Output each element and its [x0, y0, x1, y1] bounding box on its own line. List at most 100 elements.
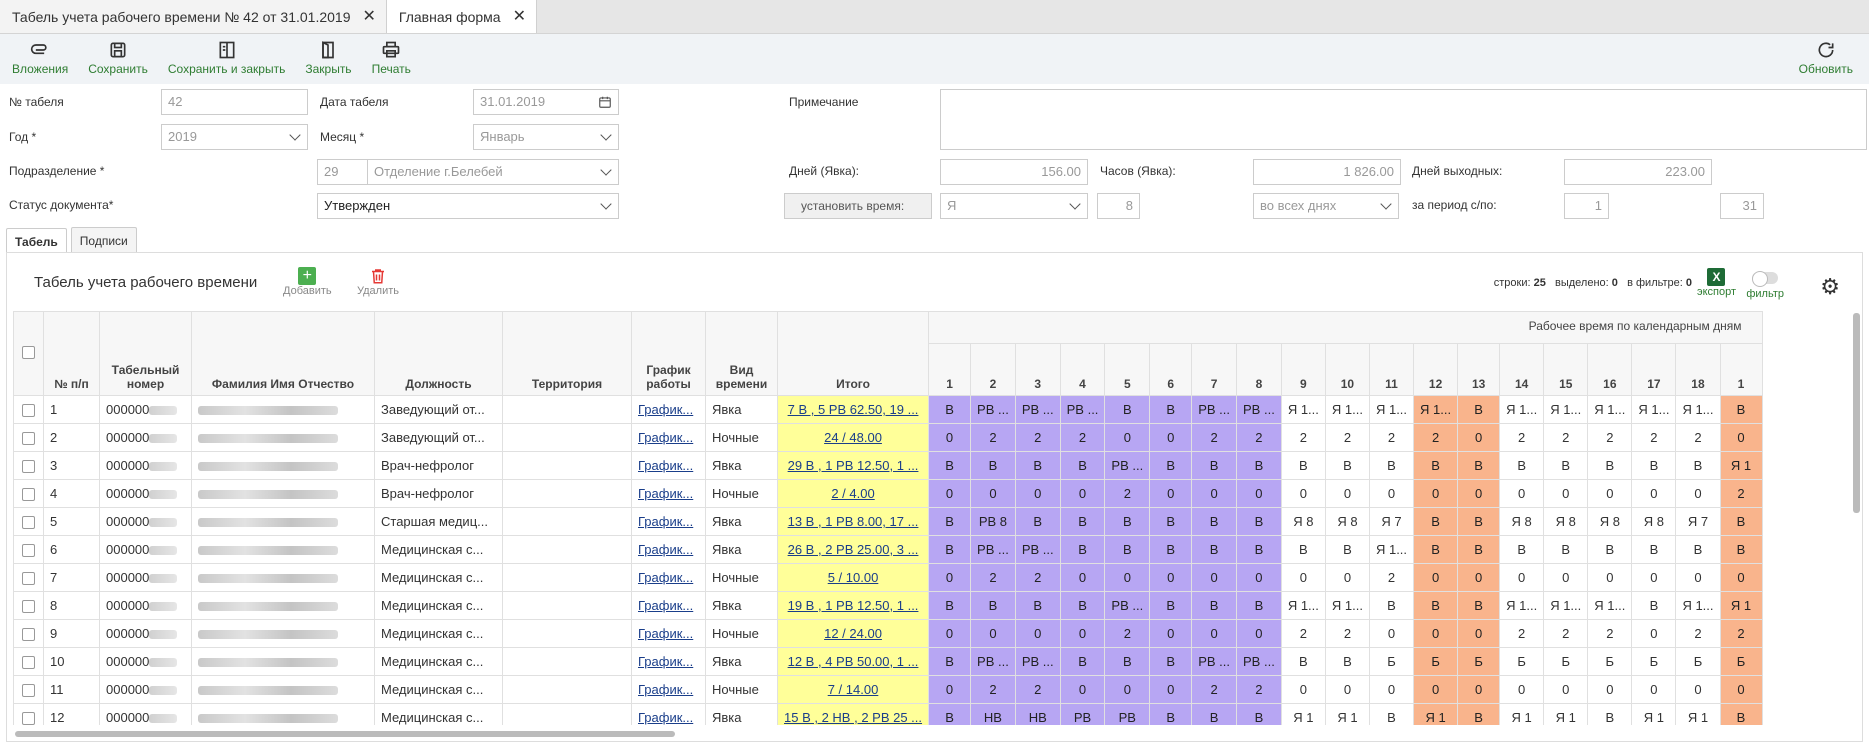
day-cell[interactable]: 2 [1059, 423, 1106, 452]
schedule-link[interactable]: График... [638, 598, 694, 613]
table-row[interactable]: 12 000000 Медицинская с... График... Явка 15 … [13, 703, 1763, 725]
day-cell[interactable]: 2 [1499, 619, 1545, 648]
close-icon[interactable]: ✕ [512, 7, 526, 25]
day-cell[interactable]: В [1149, 647, 1193, 676]
day-cell[interactable]: 2 [1014, 563, 1061, 592]
row-checkbox[interactable] [22, 460, 35, 474]
day-cell[interactable]: Я 8 [1324, 507, 1370, 536]
add-button[interactable]: + Добавить [283, 267, 332, 297]
col-np[interactable]: № п/п [43, 311, 100, 396]
day-cell[interactable]: 0 [1191, 479, 1238, 508]
day-cell[interactable]: В [1059, 535, 1106, 564]
col-day[interactable]: 15 [1543, 343, 1589, 396]
day-cell[interactable]: 0 [1499, 675, 1545, 704]
day-cell[interactable]: Я 1 [1543, 703, 1589, 725]
day-cell[interactable]: Я 8 [1543, 507, 1589, 536]
table-row[interactable]: 1 000000 Заведующий от... График... Явка 7 В … [13, 395, 1763, 424]
time-scope-select[interactable]: во всех днях [1253, 193, 1399, 219]
day-cell[interactable]: В [1543, 451, 1589, 480]
day-cell[interactable]: В [1457, 535, 1501, 564]
col-day[interactable]: 18 [1675, 343, 1721, 396]
row-checkbox[interactable] [22, 572, 35, 586]
day-cell[interactable]: В [1499, 535, 1545, 564]
day-cell[interactable]: Я 8 [1499, 507, 1545, 536]
day-cell[interactable]: 0 [1543, 479, 1589, 508]
day-cell[interactable]: В [1236, 507, 1282, 536]
day-cell[interactable]: 2 [1236, 675, 1282, 704]
day-cell[interactable]: 0 [1104, 423, 1151, 452]
day-cell[interactable]: 0 [1719, 563, 1763, 592]
day-cell[interactable]: Б [1457, 647, 1501, 676]
total-link[interactable]: 7 / 14.00 [827, 682, 879, 697]
col-schedule[interactable]: График работы [631, 311, 706, 396]
total-link[interactable]: 7 В , 5 РВ 62.50, 19 ... [787, 402, 919, 417]
day-cell[interactable]: Я 7 [1368, 507, 1415, 536]
col-total[interactable]: Итого [776, 311, 930, 396]
table-row[interactable]: 3 000000 Врач-нефролог График... Явка 29 В , … [13, 451, 1763, 480]
day-cell[interactable]: В [1324, 647, 1370, 676]
day-cell[interactable]: 0 [1236, 479, 1282, 508]
schedule-link[interactable]: График... [638, 402, 694, 417]
day-cell[interactable]: В [1499, 451, 1545, 480]
day-cell[interactable]: 2 [1324, 423, 1370, 452]
col-day[interactable]: 2 [970, 343, 1016, 396]
schedule-link[interactable]: График... [638, 682, 694, 697]
day-cell[interactable]: 0 [1543, 563, 1589, 592]
day-cell[interactable]: В [1631, 535, 1677, 564]
day-cell[interactable]: 2 [1236, 423, 1282, 452]
day-cell[interactable]: 0 [1587, 675, 1633, 704]
col-day[interactable]: 10 [1324, 343, 1370, 396]
day-cell[interactable]: В [1104, 647, 1151, 676]
day-cell[interactable]: В [1191, 507, 1238, 536]
col-day[interactable]: 4 [1059, 343, 1106, 396]
day-cell[interactable]: 0 [1413, 619, 1459, 648]
day-cell[interactable]: 2 [970, 675, 1016, 704]
day-cell[interactable]: РВ ... [1236, 395, 1282, 424]
row-checkbox[interactable] [22, 712, 35, 725]
day-cell[interactable]: В [1413, 451, 1459, 480]
total-link[interactable]: 5 / 10.00 [827, 570, 879, 585]
tab-main-form[interactable]: Главная форма ✕ [386, 0, 537, 33]
row-checkbox[interactable] [22, 516, 35, 530]
month-select[interactable]: Январь [473, 124, 619, 150]
day-cell[interactable]: 0 [1059, 479, 1106, 508]
day-cell[interactable]: 2 [1631, 423, 1677, 452]
day-cell[interactable]: Я 1... [1368, 395, 1415, 424]
row-checkbox[interactable] [22, 600, 35, 614]
day-cell[interactable]: В [970, 591, 1016, 620]
day-cell[interactable]: Я 1... [1324, 591, 1370, 620]
day-cell[interactable]: 0 [1543, 675, 1589, 704]
col-tab-number[interactable]: Табельный номер [99, 311, 192, 396]
dept-code-field[interactable]: 29 [317, 159, 368, 185]
col-day[interactable]: 7 [1191, 343, 1238, 396]
close-button[interactable]: Закрыть [305, 40, 352, 76]
day-cell[interactable]: 2 [1499, 423, 1545, 452]
schedule-link[interactable]: График... [638, 430, 694, 445]
day-cell[interactable]: В [1149, 451, 1193, 480]
day-cell[interactable]: РВ ... [970, 647, 1016, 676]
tabel-no-field[interactable]: 42 [161, 89, 308, 115]
day-cell[interactable]: Я 1 [1324, 703, 1370, 725]
day-cell[interactable]: 0 [970, 619, 1016, 648]
day-cell[interactable]: В [1104, 395, 1151, 424]
day-cell[interactable]: 2 [1543, 619, 1589, 648]
day-cell[interactable]: 0 [970, 479, 1016, 508]
day-cell[interactable]: 0 [1104, 675, 1151, 704]
day-cell[interactable]: 0 [1149, 423, 1193, 452]
day-cell[interactable]: 2 [1191, 675, 1238, 704]
day-cell[interactable]: 0 [1413, 563, 1459, 592]
day-cell[interactable]: В [1719, 535, 1763, 564]
col-position[interactable]: Должность [374, 311, 503, 396]
schedule-link[interactable]: График... [638, 570, 694, 585]
filter-toggle[interactable]: фильтр [1746, 268, 1784, 300]
row-checkbox[interactable] [22, 628, 35, 642]
col-day[interactable]: 12 [1413, 343, 1459, 396]
year-select[interactable]: 2019 [161, 124, 308, 150]
day-cell[interactable]: РВ ... [1014, 395, 1061, 424]
day-cell[interactable]: Я 1... [1324, 395, 1370, 424]
day-cell[interactable]: 2 [1191, 423, 1238, 452]
day-cell[interactable]: В [1104, 507, 1151, 536]
day-cell[interactable]: 0 [1719, 675, 1763, 704]
refresh-button[interactable]: Обновить [1799, 40, 1853, 76]
schedule-link[interactable]: График... [638, 514, 694, 529]
